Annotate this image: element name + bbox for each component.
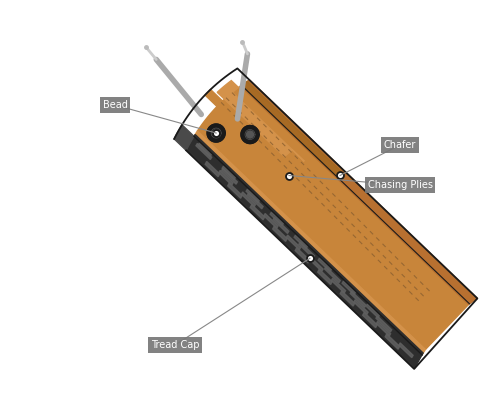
Polygon shape bbox=[385, 334, 400, 349]
Polygon shape bbox=[242, 192, 256, 207]
Polygon shape bbox=[205, 162, 220, 177]
Polygon shape bbox=[198, 143, 211, 157]
Polygon shape bbox=[399, 343, 413, 358]
Polygon shape bbox=[376, 316, 392, 332]
Polygon shape bbox=[350, 291, 366, 308]
Text: Chasing Plies: Chasing Plies bbox=[368, 180, 432, 190]
Polygon shape bbox=[318, 269, 332, 284]
Polygon shape bbox=[246, 131, 254, 138]
Polygon shape bbox=[222, 168, 238, 184]
Polygon shape bbox=[242, 81, 343, 177]
Polygon shape bbox=[273, 217, 289, 234]
Polygon shape bbox=[309, 257, 323, 271]
Polygon shape bbox=[212, 130, 220, 136]
Polygon shape bbox=[294, 235, 308, 249]
Polygon shape bbox=[299, 242, 314, 258]
Polygon shape bbox=[217, 80, 304, 161]
Polygon shape bbox=[318, 258, 332, 272]
Text: Tread Cap: Tread Cap bbox=[151, 340, 199, 350]
Polygon shape bbox=[286, 235, 300, 250]
Polygon shape bbox=[362, 312, 377, 328]
Polygon shape bbox=[270, 212, 283, 226]
Polygon shape bbox=[241, 126, 259, 144]
Polygon shape bbox=[198, 86, 468, 350]
Polygon shape bbox=[332, 278, 345, 293]
Polygon shape bbox=[376, 321, 390, 336]
Polygon shape bbox=[186, 136, 422, 368]
Text: Bead: Bead bbox=[102, 100, 128, 110]
Polygon shape bbox=[228, 183, 242, 198]
Polygon shape bbox=[324, 267, 340, 283]
Polygon shape bbox=[248, 193, 263, 209]
Polygon shape bbox=[207, 124, 225, 142]
Polygon shape bbox=[196, 144, 212, 160]
Text: Chafer: Chafer bbox=[384, 140, 416, 150]
Polygon shape bbox=[264, 214, 278, 228]
Polygon shape bbox=[194, 131, 426, 355]
Polygon shape bbox=[194, 134, 423, 355]
Polygon shape bbox=[222, 166, 235, 180]
Polygon shape bbox=[246, 189, 260, 203]
Polygon shape bbox=[219, 170, 233, 185]
Polygon shape bbox=[174, 125, 194, 150]
Polygon shape bbox=[240, 80, 478, 304]
Polygon shape bbox=[354, 300, 368, 314]
Polygon shape bbox=[366, 304, 380, 318]
Polygon shape bbox=[272, 226, 287, 242]
Polygon shape bbox=[250, 204, 264, 220]
Polygon shape bbox=[342, 281, 355, 295]
Polygon shape bbox=[295, 248, 310, 263]
Polygon shape bbox=[340, 291, 354, 306]
